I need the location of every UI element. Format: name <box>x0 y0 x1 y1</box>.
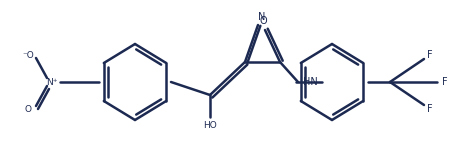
Text: HO: HO <box>203 120 217 129</box>
Text: N⁺: N⁺ <box>46 77 58 87</box>
Text: ⁻O: ⁻O <box>22 51 34 60</box>
Text: F: F <box>426 104 432 114</box>
Text: HN: HN <box>302 77 317 87</box>
Text: O: O <box>24 104 31 113</box>
Text: O: O <box>258 16 266 26</box>
Text: N: N <box>258 12 265 22</box>
Text: F: F <box>441 77 447 87</box>
Text: F: F <box>426 50 432 60</box>
